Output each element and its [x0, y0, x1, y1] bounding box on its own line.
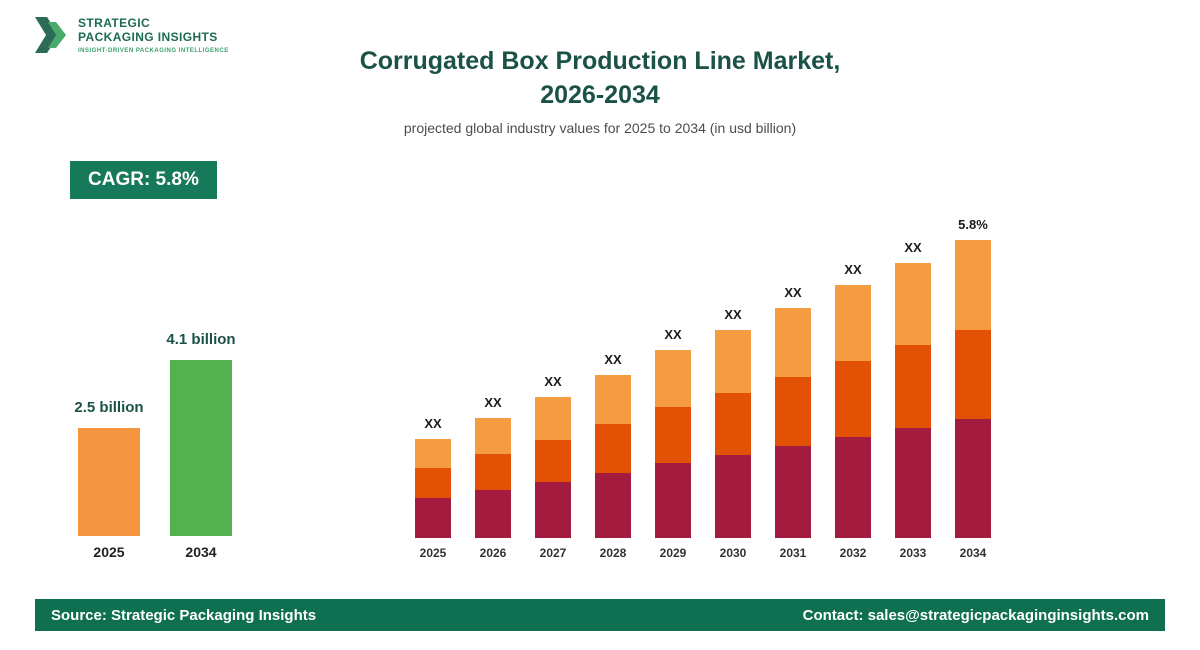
- mini-year-label: 2034: [185, 544, 217, 560]
- bar-segment-middle: [715, 393, 751, 455]
- bar-value-label: XX: [724, 307, 742, 322]
- bar-segment-top: [595, 375, 631, 424]
- bar-segment-bottom: [595, 473, 631, 538]
- brand-name-line2: PACKAGING INSIGHTS: [78, 30, 218, 44]
- bar-year-label: 2026: [479, 546, 507, 560]
- bar-column: XX 2030: [715, 307, 751, 560]
- bar-year-label: 2029: [659, 546, 687, 560]
- bar-segment-bottom: [475, 490, 511, 538]
- bar-column: XX 2032: [835, 262, 871, 560]
- bar-value-label: XX: [424, 416, 442, 431]
- bar-segment-bottom: [715, 455, 751, 538]
- mini-value-label: 2.5 billion: [74, 399, 144, 416]
- bar-segment-top: [895, 263, 931, 345]
- bar-segment-top: [655, 350, 691, 407]
- chevron-logo-icon: [35, 14, 69, 61]
- mini-chart-column-2025: 2.5 billion 2025: [74, 399, 143, 560]
- bar-column: XX 2028: [595, 352, 631, 560]
- bar-year-label: 2032: [839, 546, 867, 560]
- bar-segment-top: [775, 308, 811, 377]
- bar-segment-top: [535, 397, 571, 440]
- mini-value-label: 4.1 billion: [166, 331, 236, 348]
- bar-segment-top: [415, 439, 451, 468]
- bar-segment-top: [715, 330, 751, 393]
- mini-year-label: 2025: [93, 544, 125, 560]
- bar-column: XX 2026: [475, 395, 511, 560]
- bar-segment-middle: [595, 424, 631, 473]
- mini-bar: [78, 428, 140, 536]
- brand-logo: STRATEGIC PACKAGING INSIGHTS INSIGHT-DRI…: [35, 14, 229, 61]
- bar-segment-middle: [895, 345, 931, 428]
- bar-value-label: XX: [484, 395, 502, 410]
- bar-year-label: 2028: [599, 546, 627, 560]
- bar-value-label: XX: [844, 262, 862, 277]
- stacked-bar-chart: XX 2025 XX 2026 XX 2027 XX 2028 XX 2029 XX 2030 XX 20…: [415, 217, 991, 560]
- bar-column: XX 2027: [535, 374, 571, 560]
- chart-title-block: Corrugated Box Production Line Market, 2…: [240, 44, 960, 136]
- mini-chart-column-2034: 4.1 billion 2034: [166, 331, 235, 560]
- page-subtitle: projected global industry values for 202…: [403, 120, 797, 136]
- mini-comparison-chart: 2.5 billion 2025 4.1 billion 2034: [74, 331, 235, 560]
- bar-segment-middle: [535, 440, 571, 482]
- bar-year-label: 2031: [779, 546, 807, 560]
- footer-source: Source: Strategic Packaging Insights: [51, 606, 317, 624]
- bar-year-label: 2034: [959, 546, 987, 560]
- cagr-badge: CAGR: 5.8%: [70, 161, 217, 199]
- bar-year-label: 2027: [539, 546, 567, 560]
- page-title-line2: 2026-2034: [540, 81, 660, 109]
- bar-segment-middle: [955, 330, 991, 419]
- footer-contact: Contact: sales@strategicpackaginginsight…: [802, 606, 1149, 624]
- bar-segment-bottom: [655, 463, 691, 538]
- bar-year-label: 2033: [899, 546, 927, 560]
- brand-name: STRATEGIC PACKAGING INSIGHTS INSIGHT-DRI…: [78, 14, 229, 54]
- bar-value-label: XX: [604, 352, 622, 367]
- bar-segment-middle: [655, 407, 691, 463]
- bar-value-label: XX: [784, 285, 802, 300]
- bar-segment-top: [475, 418, 511, 454]
- bar-column: XX 2031: [775, 285, 811, 560]
- bar-segment-bottom: [835, 437, 871, 538]
- bar-segment-top: [835, 285, 871, 361]
- bar-value-label: 5.8%: [958, 217, 988, 232]
- bar-segment-middle: [415, 468, 451, 498]
- bar-segment-bottom: [895, 428, 931, 538]
- bar-segment-bottom: [775, 446, 811, 538]
- bar-segment-middle: [835, 361, 871, 437]
- bar-segment-bottom: [955, 419, 991, 538]
- footer-bar: Source: Strategic Packaging Insights Con…: [35, 599, 1165, 631]
- bar-segment-bottom: [415, 498, 451, 538]
- brand-tagline: INSIGHT-DRIVEN PACKAGING INTELLIGENCE: [78, 48, 229, 54]
- page-title-line1: Corrugated Box Production Line Market,: [359, 47, 841, 75]
- mini-bar: [170, 360, 232, 536]
- bar-year-label: 2025: [419, 546, 447, 560]
- bar-column: 5.8% 2034: [955, 217, 991, 560]
- bar-value-label: XX: [544, 374, 562, 389]
- bar-segment-middle: [475, 454, 511, 490]
- bar-column: XX 2025: [415, 416, 451, 560]
- bar-year-label: 2030: [719, 546, 747, 560]
- bar-segment-bottom: [535, 482, 571, 538]
- bar-segment-top: [955, 240, 991, 330]
- bar-value-label: XX: [904, 240, 922, 255]
- bar-column: XX 2033: [895, 240, 931, 560]
- brand-name-line1: STRATEGIC: [78, 16, 151, 30]
- bar-column: XX 2029: [655, 327, 691, 560]
- bar-segment-middle: [775, 377, 811, 446]
- bar-value-label: XX: [664, 327, 682, 342]
